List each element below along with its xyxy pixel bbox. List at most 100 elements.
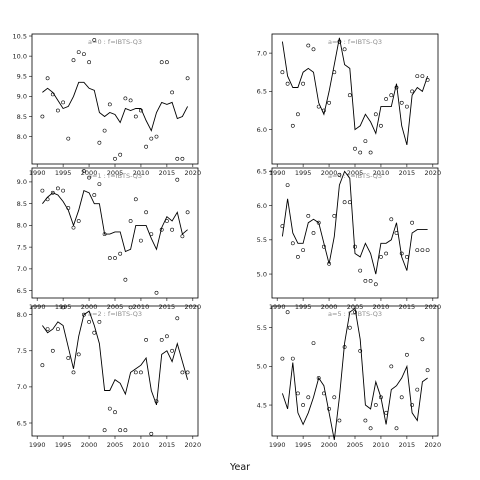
observation-point [185,370,190,375]
observation-point [311,231,316,235]
fitted-line [42,81,189,132]
y-tick-label: 8.5 [17,200,27,208]
panel-frame [271,167,439,299]
observation-point [373,282,378,287]
fitted-line [281,307,428,440]
observation-point [332,213,337,218]
x-tick-label: 2000 [81,441,98,449]
observation-point [373,112,378,117]
observation-point [170,227,175,232]
x-tick-label: 2000 [321,441,338,449]
panel-frame [271,305,439,437]
observation-point [87,175,92,180]
observation-point [399,100,404,105]
x-tick-label: 2015 [159,303,176,311]
observation-point [107,256,112,260]
observation-point [128,219,133,223]
observation-point [175,316,180,321]
observation-point [154,134,159,139]
observation-point [61,305,66,310]
x-tick-label: 2020 [425,441,442,449]
observation-point [363,139,368,144]
y-tick-label: 6.0 [257,126,267,134]
y-tick-label: 7.0 [257,49,267,57]
observation-point [92,38,97,42]
x-tick-label: 2020 [185,441,202,449]
observation-point [415,248,420,253]
x-axis-title: Year [229,462,250,473]
observation-point [295,391,300,396]
observation-point [420,337,425,342]
observation-point [133,114,138,119]
observation-point [175,156,180,161]
observation-point [415,387,420,392]
observation-point [185,210,190,215]
x-tick-label: 2005 [107,441,124,449]
x-tick-label: 2015 [399,169,416,177]
y-tick-label: 5.5 [257,236,267,244]
observation-point [71,370,76,375]
observation-point [363,418,368,423]
panel-title: a=0 : f=IBTS-Q3 [88,38,142,46]
x-tick-label: 2020 [425,303,442,311]
observation-point [373,403,378,407]
observation-point [56,327,60,332]
observation-point [368,150,373,155]
observation-point [410,220,415,225]
y-tick-label: 6.5 [17,287,27,295]
observation-point [61,100,66,105]
observation-point [40,114,45,119]
observation-point [118,251,123,256]
y-tick-label: 8.0 [17,133,27,141]
observation-point [170,348,175,353]
observation-point [342,200,347,205]
observation-point [306,43,311,48]
x-tick-label: 2005 [107,169,124,177]
observation-point [123,96,128,101]
x-tick-label: 2015 [399,441,416,449]
x-tick-label: 2010 [373,441,390,449]
x-tick-label: 2015 [159,441,176,449]
observation-point [149,431,154,436]
x-tick-label: 2010 [373,303,390,311]
observation-point [290,356,295,361]
x-tick-label: 2005 [347,169,364,177]
x-tick-label: 2020 [185,169,202,177]
observation-point [107,406,112,411]
y-tick-label: 7.0 [17,265,27,273]
x-tick-label: 1995 [55,169,72,177]
y-tick-label: 5.0 [257,270,267,278]
panel-3: a=1 : f=IBTS-Q3 1990 1995 2000 2005 2010 2015 2… [17,167,201,311]
observation-point [332,395,337,400]
panel-title: a=3 : f=IBTS-Q3 [328,38,382,46]
observation-point [425,368,430,373]
observation-point [337,418,342,423]
x-tick-label: 2005 [347,303,364,311]
observation-point [311,47,316,52]
observation-point [159,60,164,65]
x-tick-label: 2005 [107,303,124,311]
observation-point [295,254,300,259]
observation-point [358,348,363,353]
observation-point [138,238,143,243]
observation-point [399,395,404,400]
x-tick-label: 2010 [133,441,150,449]
observation-point [378,254,383,259]
observation-point [363,278,368,283]
x-tick-label: 2000 [321,303,338,311]
observation-point [384,97,389,101]
panel-title: a=1 : f=IBTS-Q3 [88,172,142,180]
observation-point [180,156,185,161]
x-tick-label: 2000 [81,303,98,311]
observation-point [102,128,107,133]
observation-point [420,248,425,253]
observation-point [347,200,352,205]
y-tick-label: 8.5 [17,113,27,121]
observation-point [290,123,295,128]
observation-point [76,50,81,55]
observation-point [358,150,363,155]
observation-point [185,76,190,81]
observation-point [71,58,76,63]
